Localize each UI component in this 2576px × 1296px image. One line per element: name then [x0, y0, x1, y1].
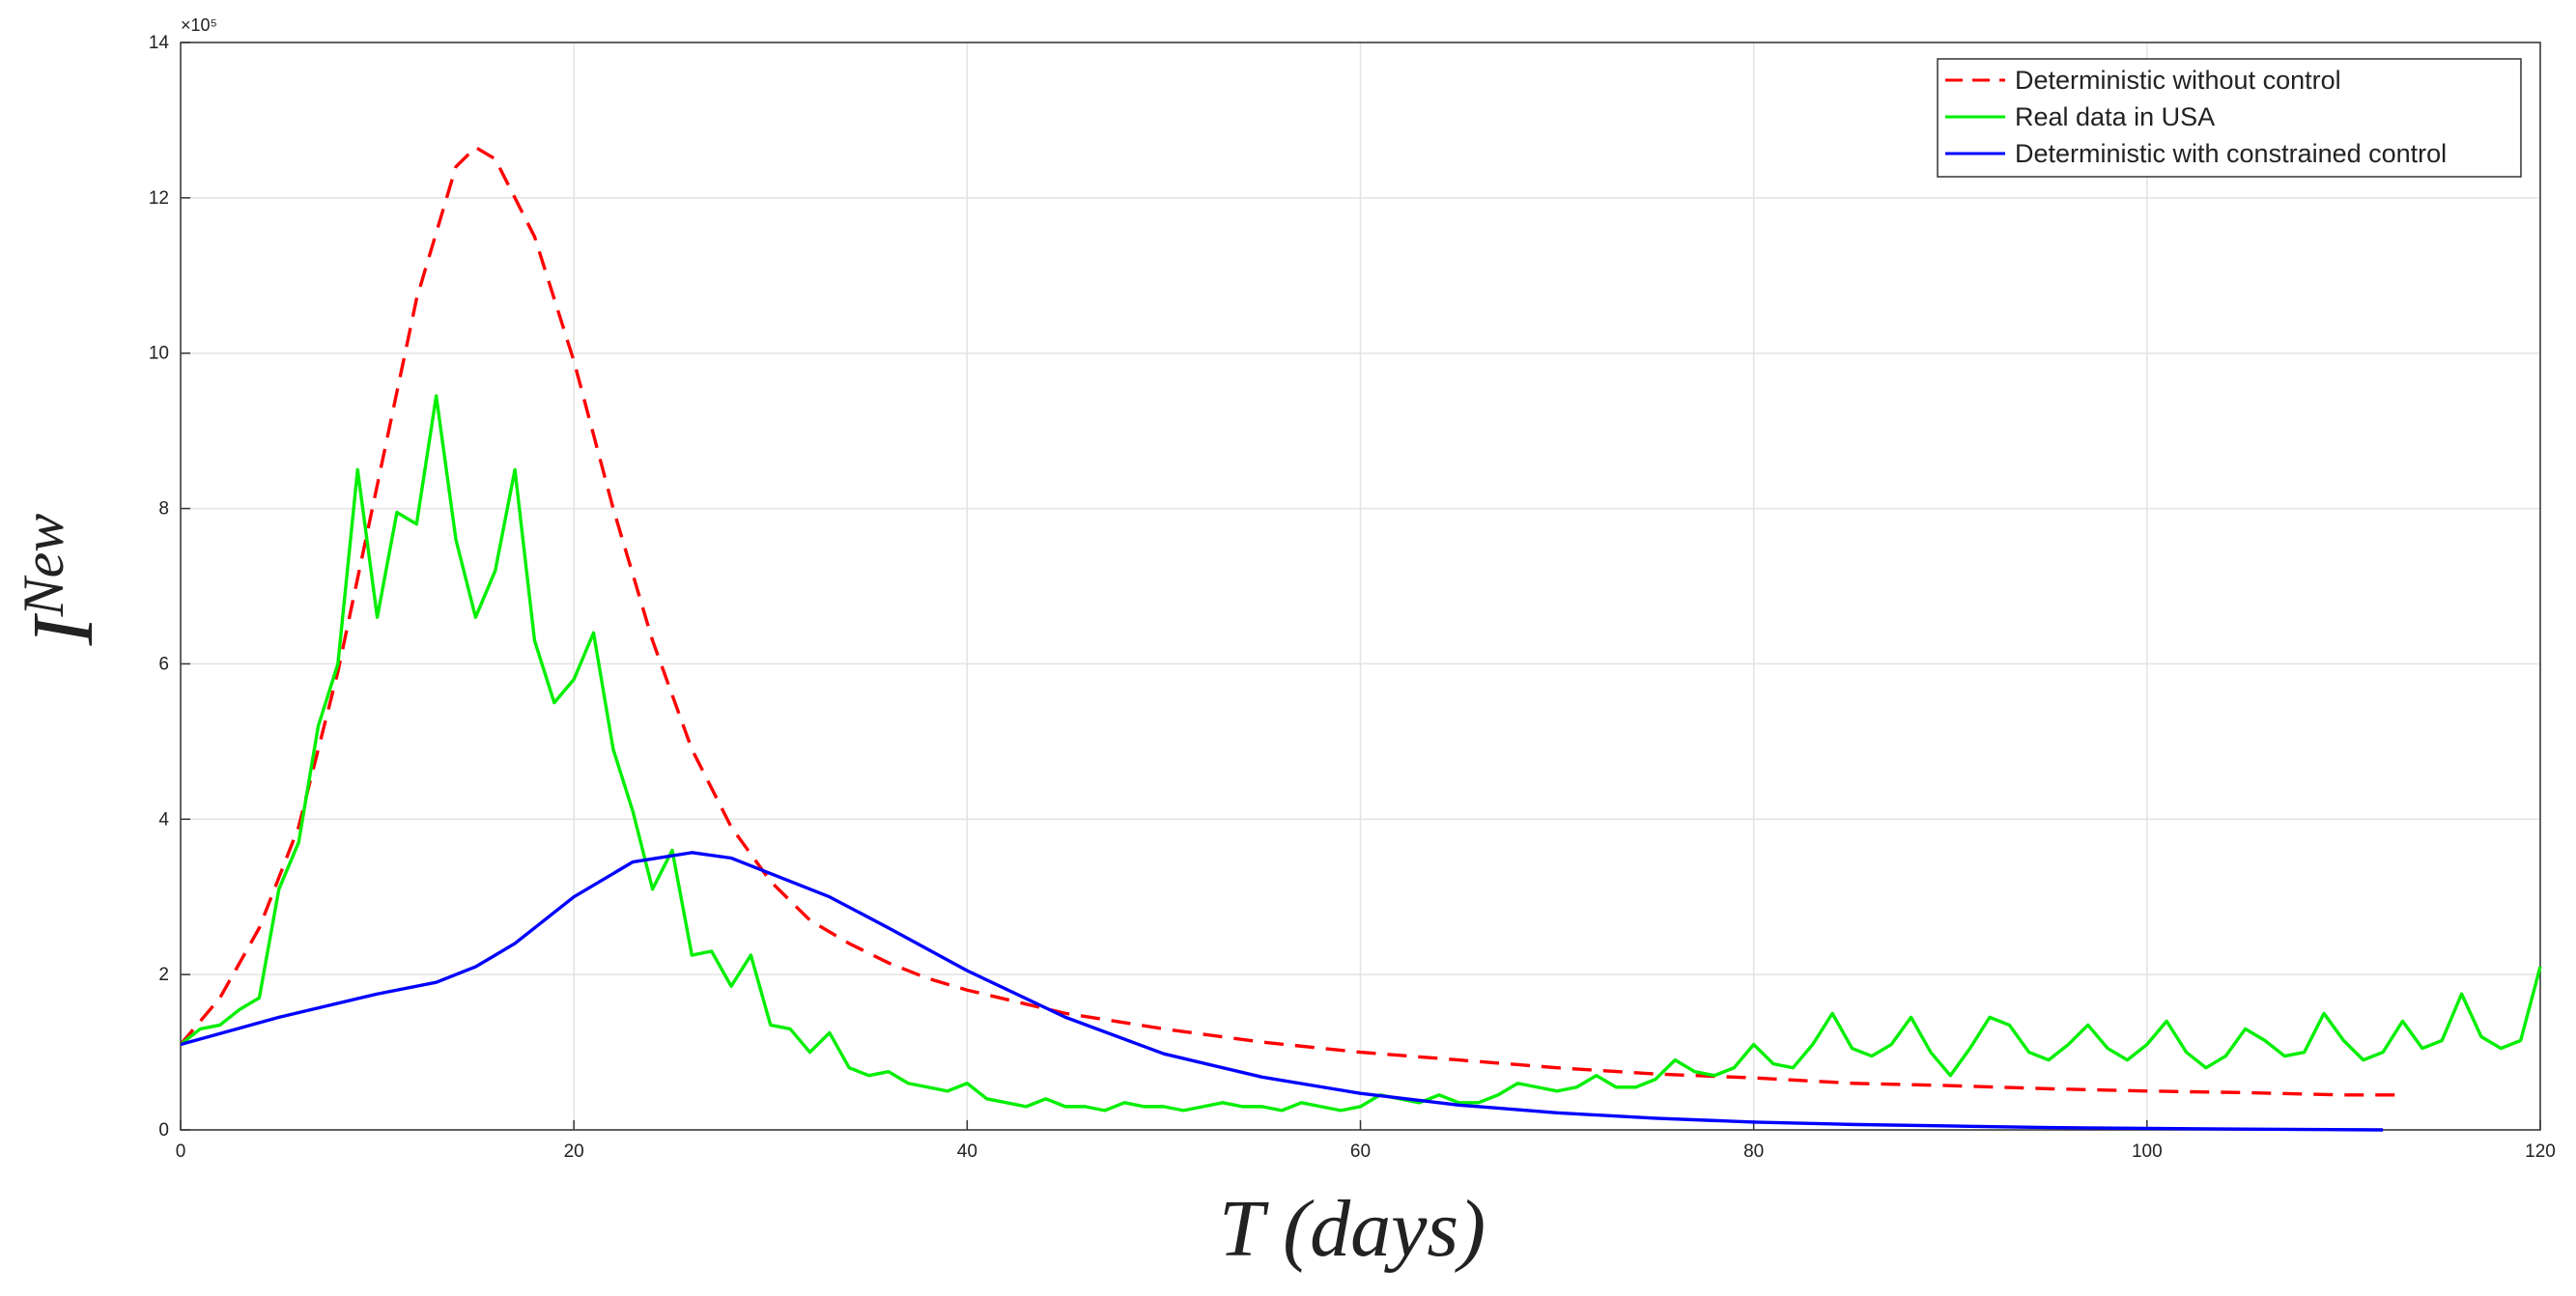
y-axis-label-superscript: New: [12, 514, 75, 618]
x-tick-label: 40: [957, 1141, 977, 1162]
y-tick-label: 4: [158, 809, 169, 830]
y-tick-label: 10: [149, 344, 169, 364]
series-line: [179, 394, 2542, 1113]
x-tick-label: 80: [1743, 1141, 1764, 1162]
y-axis-label: INew: [12, 514, 111, 647]
legend-box: [1937, 58, 2522, 178]
series-line: [180, 851, 2384, 1132]
x-tick-label: 60: [1350, 1141, 1371, 1162]
y-axis-label-base: I: [15, 612, 111, 646]
y-exponent: ×10⁵: [181, 15, 217, 35]
x-axis-label: T (days): [1219, 1184, 1486, 1274]
x-tick-label: 20: [564, 1141, 584, 1162]
plot-frame: [180, 42, 2541, 1131]
y-tick-label: 2: [158, 965, 169, 985]
y-tick-label: 12: [149, 188, 169, 209]
series-line: [179, 145, 2403, 1097]
x-tick-label: 0: [176, 1141, 186, 1162]
legend-label: Deterministic with constrained control: [2015, 139, 2447, 168]
y-tick-label: 14: [149, 33, 170, 53]
legend-label: Deterministic without control: [2015, 66, 2341, 95]
legend-label: Real data in USA: [2015, 102, 2215, 131]
y-tick-label: 8: [158, 499, 169, 520]
x-tick-label: 100: [2132, 1141, 2163, 1162]
y-tick-label: 6: [158, 654, 169, 674]
y-tick-label: 0: [158, 1120, 169, 1141]
x-tick-label: 120: [2525, 1141, 2556, 1162]
